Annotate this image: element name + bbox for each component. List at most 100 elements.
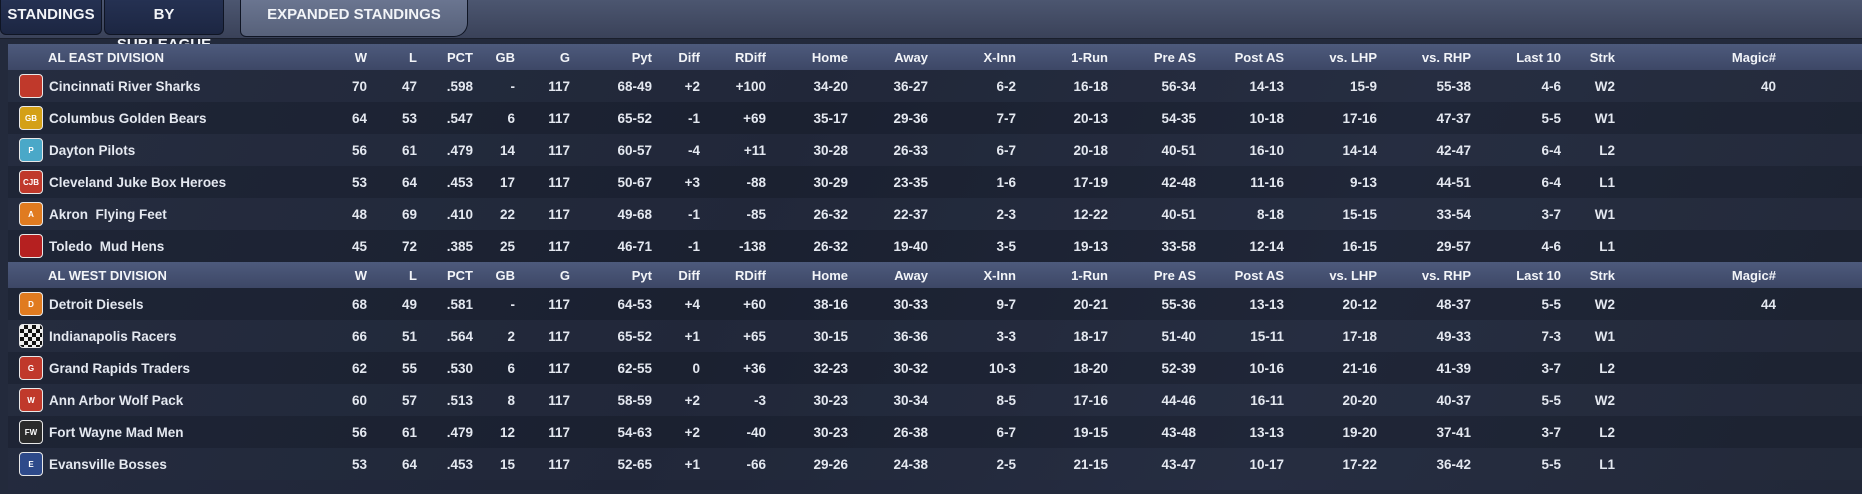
column-header-l[interactable]: L [373,44,423,70]
column-header-gb[interactable]: GB [479,262,521,288]
column-header-magic-[interactable]: Magic# [1621,44,1782,70]
cell-last10: 5-5 [1477,384,1567,416]
cell-preas: 40-51 [1114,198,1202,230]
team-cell: P Dayton Pilots [8,134,333,166]
table-row[interactable]: FW Fort Wayne Mad Men 56 61.479 12 117 54-63 +2… [8,416,1862,448]
table-row[interactable]: W Ann Arbor Wolf Pack 60 57.513 8 117 58-59 +2-… [8,384,1862,416]
column-header-last-10[interactable]: Last 10 [1477,262,1567,288]
cell-away: 26-33 [854,134,934,166]
cell-postas: 11-16 [1202,166,1290,198]
team-name-link[interactable]: Fort Wayne Mad Men [49,424,184,440]
column-header-away[interactable]: Away [854,44,934,70]
cell-pct: .547 [423,102,479,134]
table-row[interactable]: A Akron Flying Feet 48 69.410 22 117 49-68 -1 -8… [8,198,1862,230]
team-cell-wrap: Toledo Mud Hens [8,234,333,258]
table-row[interactable]: Indianapolis Racers 66 51.564 2 117 65-52 +1 +6… [8,320,1862,352]
team-name-link[interactable]: Akron Flying Feet [49,206,167,222]
hen-logo-icon [19,234,43,258]
tab-expanded-standings[interactable]: EXPANDED STANDINGS [240,0,468,37]
team-name-link[interactable]: Detroit Diesels [49,296,144,312]
column-header-vs-rhp[interactable]: vs. RHP [1383,262,1477,288]
column-header-strk[interactable]: Strk [1567,262,1621,288]
cell-g: 117 [521,416,576,448]
cell-gb: 6 [479,102,521,134]
team-name-link[interactable]: Cleveland Juke Box Heroes [49,174,227,190]
table-row[interactable]: G Grand Rapids Traders 62 55.530 6 117 62-55 0 +… [8,352,1862,384]
cell-rdiff: -88 [706,166,772,198]
column-header-last-10[interactable]: Last 10 [1477,44,1567,70]
cell-vsrhp: 47-37 [1383,102,1477,134]
table-row[interactable]: E Evansville Bosses 53 64.453 15 117 52-65 +1 -6… [8,448,1862,480]
cell-diff: -1 [658,198,706,230]
cell-vsrhp: 49-33 [1383,320,1477,352]
column-header-away[interactable]: Away [854,262,934,288]
column-header-diff[interactable]: Diff [658,262,706,288]
column-header-pct[interactable]: PCT [423,262,479,288]
team-name-link[interactable]: Columbus Golden Bears [49,110,207,126]
column-header-x-inn[interactable]: X-Inn [934,44,1022,70]
column-header-1-run[interactable]: 1-Run [1022,44,1114,70]
column-header-post-as[interactable]: Post AS [1202,262,1290,288]
table-row[interactable]: Toledo Mud Hens 45 72.385 25 117 46-71 -1 -138 2… [8,230,1862,262]
column-header-w[interactable]: W [333,262,373,288]
cell-rdiff: +100 [706,70,772,102]
team-name-link[interactable]: Indianapolis Racers [49,328,177,344]
column-header-1-run[interactable]: 1-Run [1022,262,1114,288]
table-row[interactable]: GB Columbus Golden Bears 64 53.547 6 117 65-52… [8,102,1862,134]
column-header-w[interactable]: W [333,44,373,70]
column-header-home[interactable]: Home [772,262,854,288]
column-header-pct[interactable]: PCT [423,44,479,70]
column-header-home[interactable]: Home [772,44,854,70]
column-header-rdiff[interactable]: RDiff [706,262,772,288]
cell-away: 22-37 [854,198,934,230]
cell-rdiff: -66 [706,448,772,480]
table-row[interactable]: Cincinnati River Sharks 70 47.598-117 68-49… [8,70,1862,102]
team-name-link[interactable]: Ann Arbor Wolf Pack [49,392,184,408]
cell-home: 35-17 [772,102,854,134]
tab-by-subleague[interactable]: BY SUBLEAGUE [104,0,224,53]
team-cell-wrap: D Detroit Diesels [8,292,333,316]
table-row[interactable]: D Detroit Diesels 68 49.581-117 64-53 +4 +60 38… [8,288,1862,320]
cell-diff: +2 [658,70,706,102]
column-header-gb[interactable]: GB [479,44,521,70]
column-header-vs-lhp[interactable]: vs. LHP [1290,262,1383,288]
cell-w: 56 [333,416,373,448]
column-header-pre-as[interactable]: Pre AS [1114,262,1202,288]
column-header-strk[interactable]: Strk [1567,44,1621,70]
column-header-vs-lhp[interactable]: vs. LHP [1290,44,1383,70]
cell-pct: .513 [423,384,479,416]
cell-w: 56 [333,134,373,166]
column-header-pyt[interactable]: Pyt [576,262,658,288]
column-header-pyt[interactable]: Pyt [576,44,658,70]
column-header-vs-rhp[interactable]: vs. RHP [1383,44,1477,70]
cell-postas: 8-18 [1202,198,1290,230]
team-name-link[interactable]: Dayton Pilots [49,142,136,158]
column-header-post-as[interactable]: Post AS [1202,44,1290,70]
tab-bar: STANDINGS BY SUBLEAGUE EXPANDED STANDING… [0,0,1862,53]
table-row[interactable]: CJB Cleveland Juke Box Heroes 53 64.453 17 11… [8,166,1862,198]
team-name-link[interactable]: Cincinnati River Sharks [49,78,201,94]
column-header-pre-as[interactable]: Pre AS [1114,44,1202,70]
cell-gb: 15 [479,448,521,480]
column-header-magic-[interactable]: Magic# [1621,262,1782,288]
table-row[interactable]: P Dayton Pilots 56 61.479 14 117 60-57 -4 +11 30-… [8,134,1862,166]
tab-standings[interactable]: STANDINGS [0,0,102,35]
column-header-diff[interactable]: Diff [658,44,706,70]
column-header-g[interactable]: G [521,262,576,288]
cell-preas: 44-46 [1114,384,1202,416]
cell-pct: .453 [423,448,479,480]
column-header-x-inn[interactable]: X-Inn [934,262,1022,288]
team-name-link[interactable]: Toledo Mud Hens [49,238,165,254]
cell-diff: +2 [658,384,706,416]
shark-logo-icon [19,74,43,98]
cell-strk: W2 [1567,288,1621,320]
cell-magic [1621,198,1782,230]
cell-xinn: 3-5 [934,230,1022,262]
cell-vsrhp: 29-57 [1383,230,1477,262]
column-header-l[interactable]: L [373,262,423,288]
team-name-link[interactable]: Grand Rapids Traders [49,360,191,376]
column-header-g[interactable]: G [521,44,576,70]
team-name-link[interactable]: Evansville Bosses [49,456,167,472]
cell-xinn: 6-7 [934,134,1022,166]
column-header-rdiff[interactable]: RDiff [706,44,772,70]
